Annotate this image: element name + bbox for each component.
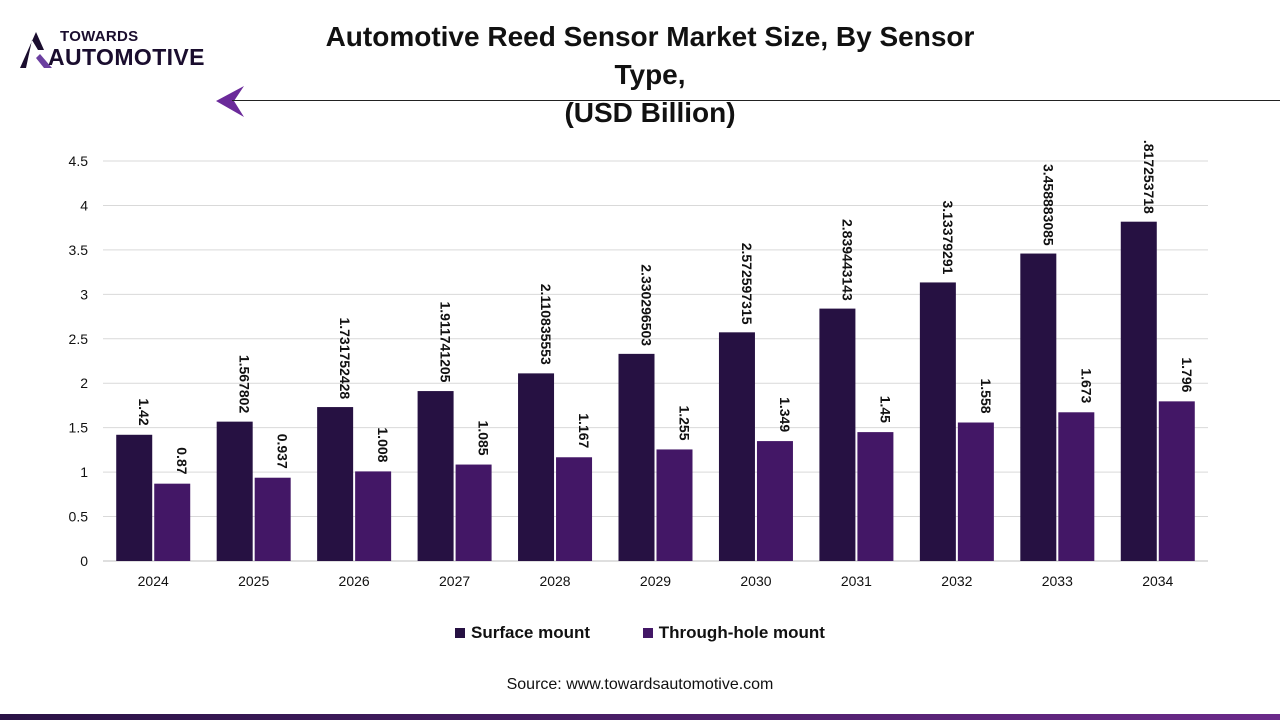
footer-gradient-bar — [0, 714, 1280, 720]
x-tick-label: 2026 — [339, 573, 370, 589]
bar-surface-mount — [518, 373, 555, 561]
data-label: 1.42 — [136, 398, 152, 425]
y-tick-label: 2.5 — [69, 331, 89, 347]
y-tick-label: 0.5 — [69, 509, 89, 525]
x-tick-label: 2032 — [941, 573, 972, 589]
data-label: 3.13379291 — [940, 200, 956, 274]
x-tick-label: 2027 — [439, 573, 470, 589]
data-label: 0.87 — [174, 447, 190, 474]
data-label: 3.458883085 — [1040, 164, 1056, 246]
data-label: 1.45 — [877, 396, 893, 423]
data-label: 1.255 — [677, 405, 693, 440]
data-label: 2.110835553 — [538, 284, 554, 365]
source-note: Source: www.towardsautomotive.com — [506, 676, 774, 693]
y-tick-label: 1.5 — [69, 420, 89, 436]
bar-chart: 0 0.5 1 1.5 2 2.5 3 3.5 4 4.5 2024 1.42 0.87 2025 1.56… — [69, 140, 1208, 589]
y-tick-label: 0 — [80, 553, 88, 569]
data-label: 1.085 — [476, 421, 492, 456]
legend-swatch-surface-mount — [455, 628, 466, 638]
bar-through-hole-mount — [455, 464, 492, 561]
bar-surface-mount — [819, 308, 856, 561]
y-tick-label: 4 — [80, 197, 88, 213]
chart-title-line-1: Automotive Reed Sensor Market Size, By S… — [325, 21, 975, 90]
y-tick-label: 1 — [80, 464, 88, 480]
bar-surface-mount — [1020, 253, 1057, 561]
bar-surface-mount — [216, 421, 253, 561]
data-label: 1.796 — [1179, 357, 1195, 392]
x-tick-label: 2025 — [238, 573, 269, 589]
data-label: 0.937 — [275, 434, 291, 469]
data-label: 2.330296503 — [639, 264, 655, 346]
bar-surface-mount — [1120, 221, 1157, 561]
data-label: 1.008 — [375, 427, 391, 462]
bar-through-hole-mount — [857, 432, 894, 561]
data-label: 1.731752428 — [337, 317, 353, 399]
bar-through-hole-mount — [254, 477, 291, 561]
header-divider — [232, 100, 1280, 101]
bar-through-hole-mount — [154, 483, 191, 561]
data-label: 1.911741205 — [438, 301, 454, 382]
x-tick-label: 2031 — [841, 573, 872, 589]
logo-text-top: TOWARDS — [60, 28, 139, 45]
data-label: 3.817253718 — [1141, 140, 1157, 214]
legend-swatch-through-hole-mount — [642, 628, 653, 638]
data-label: 1.349 — [777, 397, 793, 432]
bar-surface-mount — [417, 391, 454, 561]
x-tick-label: 2033 — [1042, 573, 1073, 589]
x-tick-label: 2030 — [740, 573, 771, 589]
bar-surface-mount — [317, 407, 354, 561]
bar-surface-mount — [116, 434, 153, 561]
legend-label-through-hole-mount: Through-hole mount — [658, 623, 825, 642]
y-tick-label: 2 — [80, 375, 88, 391]
bar-surface-mount — [718, 332, 755, 561]
x-tick-label: 2028 — [539, 573, 570, 589]
bar-surface-mount — [618, 353, 655, 561]
data-label: 2.839443143 — [839, 219, 855, 301]
header-arrow-icon — [216, 86, 244, 117]
data-label: 2.572597315 — [739, 243, 755, 325]
x-tick-label: 2029 — [640, 573, 671, 589]
legend-item-surface-mount: Surface mount — [455, 623, 590, 643]
brand-logo: TOWARDS AUTOMOTIVE — [18, 26, 238, 72]
chart-legend: Surface mount Through-hole mount — [0, 623, 1280, 643]
y-tick-label: 4.5 — [69, 153, 89, 169]
x-tick-label: 2024 — [138, 573, 169, 589]
bar-through-hole-mount — [1158, 401, 1195, 561]
bar-through-hole-mount — [957, 422, 994, 561]
legend-label-surface-mount: Surface mount — [471, 623, 591, 642]
data-label: 1.673 — [1078, 368, 1094, 403]
data-label: 1.558 — [978, 379, 994, 414]
logo-mark-icon — [20, 32, 52, 68]
bar-through-hole-mount — [1058, 412, 1095, 561]
bar-through-hole-mount — [756, 441, 793, 561]
data-label: 1.167 — [576, 413, 592, 448]
chart-title: Automotive Reed Sensor Market Size, By S… — [300, 18, 1000, 132]
y-tick-label: 3.5 — [69, 242, 89, 258]
bar-surface-mount — [919, 282, 956, 561]
data-label: 1.567802 — [237, 355, 253, 414]
x-tick-label: 2034 — [1142, 573, 1173, 589]
bar-through-hole-mount — [556, 457, 593, 561]
bar-through-hole-mount — [656, 449, 693, 561]
legend-item-through-hole-mount: Through-hole mount — [642, 623, 825, 643]
chart-title-line-2: (USD Billion) — [564, 97, 736, 128]
y-tick-label: 3 — [80, 286, 88, 302]
bar-through-hole-mount — [355, 471, 392, 561]
logo-text-bottom: AUTOMOTIVE — [48, 44, 205, 70]
